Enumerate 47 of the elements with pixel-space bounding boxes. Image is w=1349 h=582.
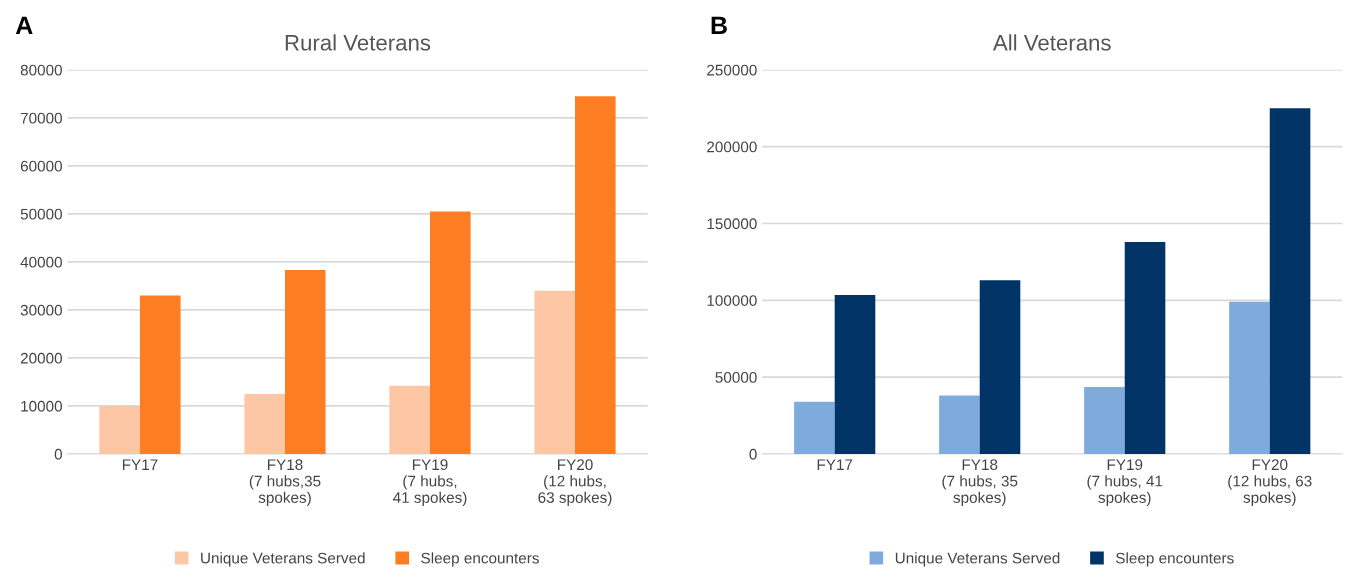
bar bbox=[794, 401, 835, 454]
bar bbox=[99, 405, 140, 454]
x-tick-label: FY17 bbox=[817, 459, 853, 470]
y-tick-label: 100000 bbox=[707, 295, 757, 306]
x-tick-label: FY19 (7 hubs, 41 spokes) bbox=[392, 459, 467, 506]
bar bbox=[575, 96, 616, 454]
bar bbox=[389, 385, 430, 454]
bar bbox=[284, 270, 326, 454]
y-tick-label: 150000 bbox=[707, 218, 757, 230]
y-tick-label: 30000 bbox=[20, 304, 62, 316]
text: B bbox=[711, 16, 727, 34]
y-tick-label: 0 bbox=[54, 448, 62, 460]
bar bbox=[1124, 241, 1166, 454]
y-tick-label: 40000 bbox=[20, 256, 62, 268]
x-tick-label: FY18 (7 hubs,35 spokes) bbox=[249, 459, 321, 506]
bar bbox=[139, 295, 181, 454]
bar bbox=[834, 294, 876, 454]
x-tick-label: FY20 (12 hubs, 63 spokes) bbox=[1228, 459, 1312, 506]
y-tick-label: 200000 bbox=[707, 141, 757, 153]
x-tick-label: FY20 (12 hubs, 63 spokes) bbox=[538, 459, 612, 506]
bar bbox=[1269, 108, 1311, 454]
y-tick-label: 50000 bbox=[715, 372, 757, 383]
x-tick-label: FY17 bbox=[122, 459, 158, 470]
bar bbox=[534, 290, 576, 454]
y-tick-label: 250000 bbox=[707, 64, 757, 76]
y-tick-label: 80000 bbox=[20, 64, 62, 76]
y-tick-label: 10000 bbox=[21, 400, 62, 412]
bar bbox=[939, 395, 980, 454]
chart-title: Rural Veterans bbox=[285, 34, 431, 51]
chart-title: All Veterans bbox=[992, 34, 1111, 51]
text: A bbox=[15, 16, 33, 34]
bar bbox=[1229, 301, 1270, 454]
bar bbox=[429, 211, 471, 454]
y-tick-label: 70000 bbox=[20, 112, 62, 124]
x-tick-label: FY18 (7 hubs, 35 spokes) bbox=[942, 459, 1018, 506]
y-tick-label: 0 bbox=[749, 448, 757, 460]
y-tick-label: 20000 bbox=[20, 352, 62, 364]
bar bbox=[1084, 387, 1125, 454]
y-tick-label: 60000 bbox=[20, 160, 62, 172]
y-tick-label: 50000 bbox=[20, 208, 62, 220]
legend-label: Unique Veterans Served bbox=[201, 552, 365, 567]
bar bbox=[979, 280, 1021, 454]
legend-label: Unique Veterans Served bbox=[895, 552, 1060, 567]
x-tick-label: FY19 (7 hubs, 41 spokes) bbox=[1087, 459, 1163, 506]
legend-label: Sleep encounters bbox=[1115, 552, 1234, 567]
legend-label: Sleep encounters bbox=[421, 552, 539, 567]
bar bbox=[244, 393, 285, 454]
